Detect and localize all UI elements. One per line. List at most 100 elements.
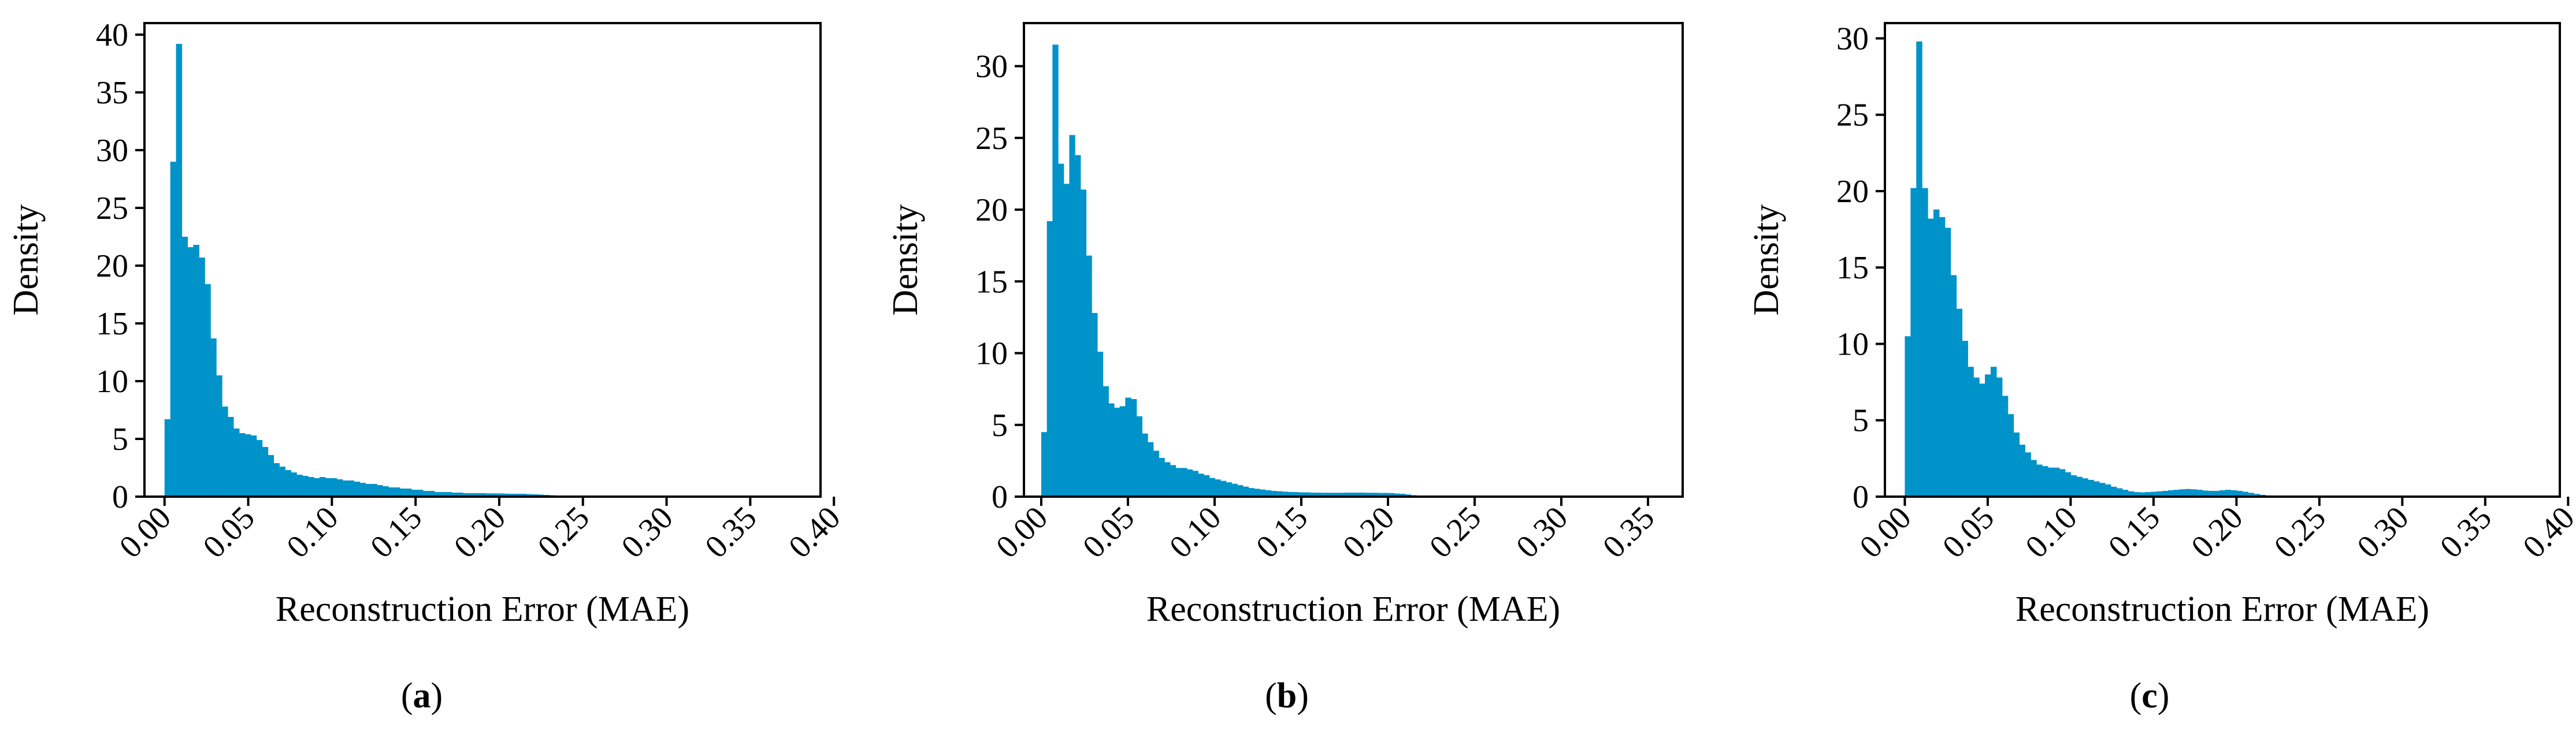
bar-c-26 (2053, 467, 2060, 497)
x-tick-label-c-6: 0.30 (2350, 500, 2415, 565)
bar-b-49 (1315, 493, 1322, 497)
bar-a-18 (268, 455, 274, 497)
bar-b-23 (1170, 465, 1176, 497)
bar-c-48 (2179, 489, 2186, 497)
bar-b-39 (1259, 489, 1266, 497)
x-tick-label-c-7: 0.35 (2433, 500, 2499, 565)
y-tick-label-c-2: 10 (1836, 326, 1869, 362)
y-axis-title-c: Density (1747, 204, 1786, 316)
bar-b-16 (1131, 399, 1137, 497)
x-tick-label-b-7: 0.35 (1596, 500, 1661, 565)
bar-a-60 (508, 494, 515, 497)
bar-b-8 (1086, 255, 1092, 497)
bar-c-58 (2236, 490, 2243, 497)
bar-c-14 (1985, 374, 1991, 497)
bar-b-21 (1159, 457, 1165, 497)
bar-a-37 (377, 485, 383, 497)
bar-a-10 (222, 407, 228, 497)
bar-a-53 (469, 493, 475, 497)
caption-b: (b) (1265, 676, 1309, 716)
bar-c-45 (2162, 490, 2169, 497)
bar-b-58 (1366, 493, 1372, 497)
bar-a-20 (279, 467, 285, 497)
plot-frame-b (1023, 22, 1684, 498)
bar-c-13 (1979, 383, 1985, 497)
x-tick-label-a-2: 0.10 (280, 500, 345, 565)
bar-c-27 (2059, 469, 2066, 497)
bar-b-24 (1175, 468, 1182, 497)
y-tick-label-c-3: 15 (1836, 250, 1869, 286)
bar-a-44 (417, 490, 424, 497)
bar-b-63 (1394, 493, 1400, 497)
bar-a-27 (319, 477, 326, 497)
bar-c-43 (2151, 491, 2157, 497)
bar-b-18 (1142, 433, 1148, 497)
x-tick-label-c-5: 0.25 (2267, 500, 2333, 565)
bar-a-22 (291, 472, 297, 497)
x-tick-label-b-5: 0.25 (1423, 500, 1488, 565)
bar-a-49 (446, 492, 452, 497)
bar-b-61 (1383, 493, 1389, 497)
bar-a-6 (199, 258, 205, 497)
bar-c-8 (1950, 275, 1957, 497)
bar-a-1 (170, 162, 177, 497)
x-tick-label-c-4: 0.20 (2184, 500, 2250, 565)
bar-b-50 (1321, 493, 1327, 497)
y-tick-label-a-3: 15 (96, 306, 128, 342)
bar-c-34 (2099, 483, 2106, 497)
bar-c-16 (1996, 377, 2003, 497)
y-tick-label-b-6: 30 (975, 49, 1008, 85)
bar-c-0 (1905, 336, 1911, 497)
plot-frame-a (143, 22, 822, 498)
bar-c-31 (2082, 478, 2088, 497)
bar-a-11 (228, 417, 234, 497)
bar-a-50 (451, 493, 458, 497)
bar-a-24 (302, 476, 309, 497)
bar-c-55 (2219, 490, 2226, 497)
bar-c-37 (2116, 488, 2123, 497)
x-tick-label-a-5: 0.25 (531, 500, 596, 565)
x-tick-label-b-4: 0.20 (1336, 500, 1401, 565)
bar-b-38 (1254, 489, 1260, 497)
bar-a-31 (342, 480, 349, 497)
bar-b-30 (1209, 478, 1215, 497)
y-axis-title-b: Density (886, 204, 925, 316)
bar-b-41 (1271, 491, 1277, 497)
bar-c-29 (2070, 475, 2077, 497)
plot-frame-c (1884, 22, 2561, 498)
bar-a-56 (486, 493, 492, 497)
bars-b (1041, 44, 1664, 497)
bar-b-57 (1360, 493, 1367, 497)
bar-c-11 (1968, 367, 1974, 497)
y-tick-label-a-7: 35 (96, 75, 128, 111)
bar-a-40 (394, 487, 400, 497)
bar-a-30 (336, 479, 343, 497)
x-axis-title-b: Reconstruction Error (MAE) (1146, 590, 1560, 629)
bar-c-60 (2248, 493, 2254, 497)
bar-c-25 (2047, 467, 2054, 497)
bar-b-0 (1041, 432, 1048, 497)
panel-b-histogram: 0.00 0.05 0.10 0.15 0.20 0.25 0.30 0.3505101520… (886, 22, 1684, 629)
bar-a-13 (239, 433, 246, 497)
bar-b-34 (1231, 483, 1238, 497)
bar-b-64 (1400, 494, 1406, 497)
bar-b-15 (1125, 397, 1131, 497)
bar-c-35 (2104, 484, 2111, 497)
y-tick-label-c-5: 25 (1836, 98, 1869, 133)
bar-b-36 (1242, 486, 1249, 497)
bar-a-21 (285, 470, 291, 497)
bar-c-39 (2128, 491, 2135, 497)
bar-a-62 (520, 494, 527, 497)
bar-b-26 (1186, 469, 1193, 497)
bar-b-9 (1092, 312, 1098, 497)
bar-b-55 (1349, 493, 1356, 497)
bar-c-18 (2007, 414, 2014, 497)
bar-b-13 (1113, 407, 1120, 497)
bar-b-28 (1198, 474, 1204, 497)
bar-a-16 (256, 440, 263, 497)
bar-b-48 (1310, 493, 1316, 497)
y-tick-label-a-4: 20 (96, 248, 128, 284)
bar-a-9 (216, 375, 222, 497)
bar-c-61 (2254, 494, 2260, 497)
y-tick-label-a-6: 30 (96, 133, 128, 169)
